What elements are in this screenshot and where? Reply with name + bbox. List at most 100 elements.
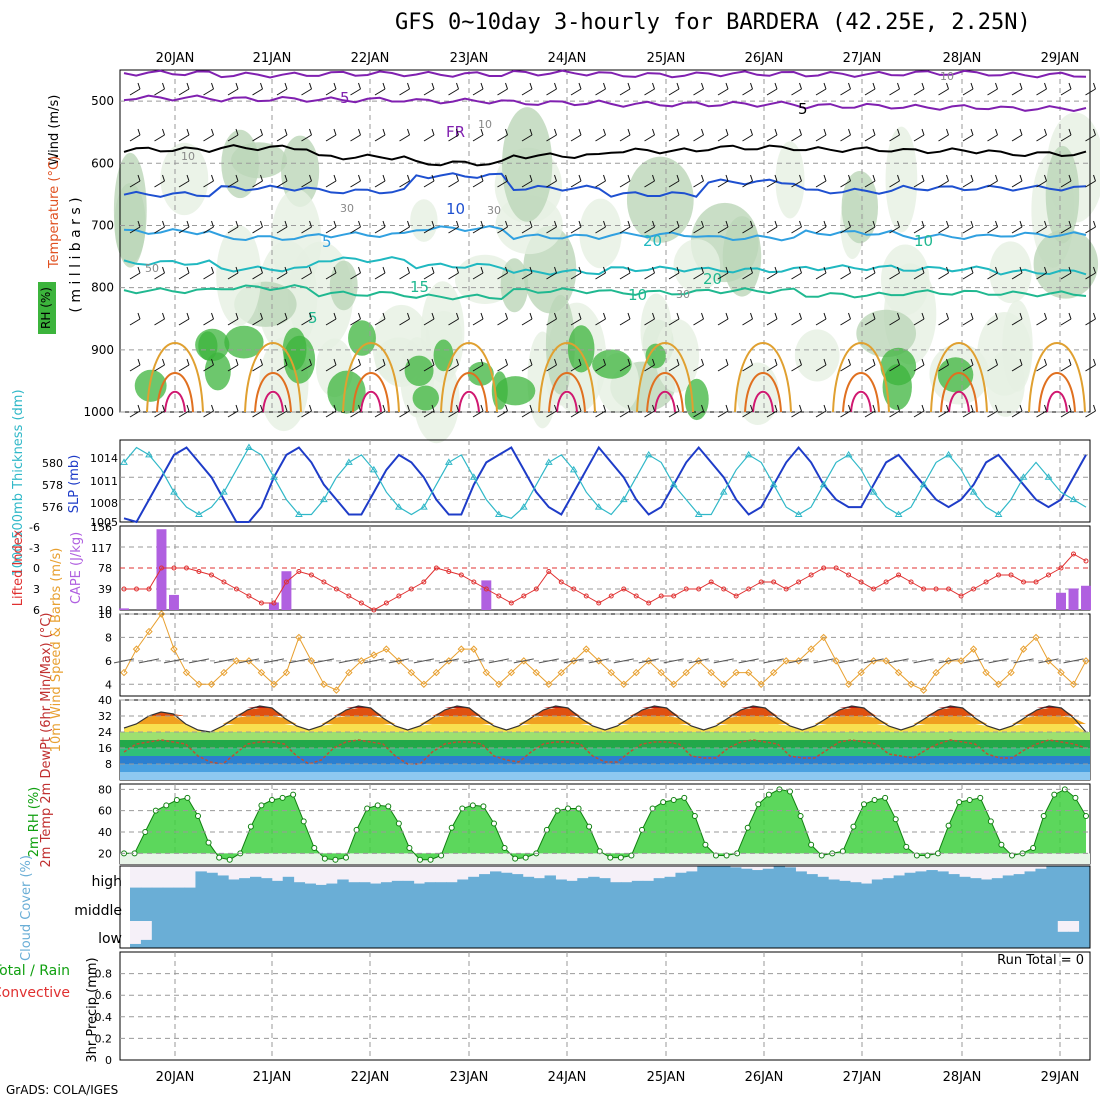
rh-marker [395,820,402,827]
rh-shade-wet [204,352,231,391]
wind-barb [1085,318,1096,326]
li-marker [658,593,664,599]
wind10m-barb [738,658,759,664]
rh-marker [269,797,275,803]
wind-barb [399,226,410,234]
rh-marker [216,854,223,861]
wind-barb [252,88,263,96]
wind-barb-flag [309,128,312,136]
wind-barb-flag [921,404,925,412]
wind-barb-flag [456,82,459,90]
li-marker [971,586,977,592]
wind-barb-flag [529,128,533,136]
wind-barb-flag [505,312,508,320]
temp-contour-hot [744,372,782,413]
wind10m-barb [963,658,984,664]
wind-barb-flag [578,220,582,228]
cloud-cell [326,893,338,921]
cloud-cell [970,878,982,893]
thickness-marker [819,480,828,488]
thickness-marker [1019,473,1028,480]
cloud-cell [762,893,775,921]
wind-barb [325,318,337,326]
wind-barb-flag [1068,82,1072,90]
cloud-cell [599,893,611,921]
cloud-cell [413,893,426,921]
li-marker [221,579,227,585]
wind-barb-flag [946,174,949,182]
li-marker [896,572,902,578]
wind10m-barb [713,658,734,664]
wind-barb-flag [456,358,459,366]
wind-barb-flag [578,82,582,90]
wind-barb [987,272,998,280]
wind-barb [962,180,974,188]
wind-barb [497,180,508,188]
wind-barb [889,134,900,142]
cloud-cell [1068,866,1080,893]
credit-label: GrADS: COLA/IGES [6,1083,119,1097]
cloud-cell [370,883,382,893]
wind10m-tick: 6 [105,655,112,668]
wind-barb-flag [1019,82,1023,90]
cloud-cell [468,893,480,921]
li-marker [708,579,714,585]
cloud-cell [1013,921,1026,948]
li-marker [821,565,827,571]
wind-barb [350,226,361,234]
rh-base [120,853,1090,864]
rh-marker [797,813,804,819]
wind-barb-flag [529,358,533,366]
wind10m-marker [719,680,728,688]
li-marker [258,600,264,606]
cape-bar [1068,588,1079,610]
thickness-marker [444,458,453,465]
cloud-cell [304,921,316,948]
wind-barb [203,226,214,234]
wind-barb-flag [235,404,239,412]
thickness-marker [869,488,878,495]
li-marker [596,600,602,606]
wind-barb [129,134,141,142]
wind-barb-flag [627,404,631,412]
temp-band [120,764,1090,772]
wind-barb [962,226,974,234]
wind-barb-flag [676,404,680,412]
wind-barb [987,88,998,96]
cloud-cell [740,893,753,921]
wind-barb-flag [627,128,631,136]
li-marker [1046,572,1052,578]
wind-barb [252,180,263,188]
cloud-row-label: middle [74,903,122,919]
thickness-marker [569,465,578,473]
cloud-cell [828,879,840,893]
wind-barb-flag [725,266,729,274]
wind-barb-flag [529,312,533,320]
wind-barb [864,88,876,96]
wind-barb-flag [480,128,484,136]
wind10m-marker [295,633,303,642]
rh-shade [329,260,358,311]
cloud-cell [719,921,731,948]
wind-barb-flag [995,128,998,136]
li-marker [1083,558,1089,564]
wind10m-barb [338,658,359,664]
wind-barb-flag [456,220,459,228]
thickness-marker [270,473,278,480]
wind-barb [644,364,655,372]
wind-barb-flag [872,404,876,412]
cloud-cell [719,893,731,921]
wind-barb-flag [970,220,974,228]
wind-barb [766,272,778,280]
cloud-cell [631,880,644,893]
wind-barb [1011,410,1023,418]
wind-barb-flag [407,220,410,228]
wind10m-barb [613,658,634,664]
wind-barb-flag [603,312,606,320]
temp-band [120,740,1090,748]
wind-barb-flag [970,358,974,366]
thickness-marker [494,510,503,518]
wind-barb [619,272,631,280]
wind-barb [864,410,876,418]
temp2m-tick: 40 [98,694,112,707]
